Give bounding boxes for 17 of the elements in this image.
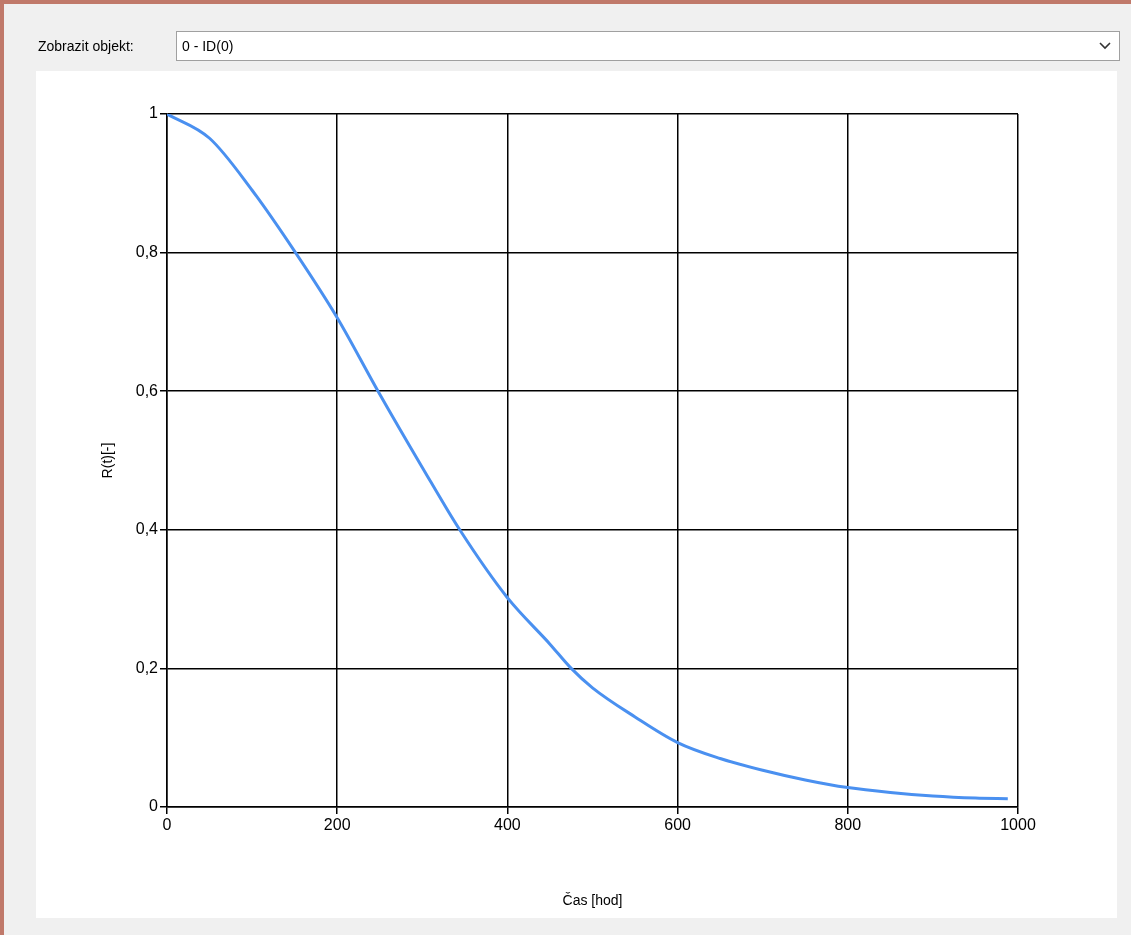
y-tick-label: 0 [149, 797, 159, 815]
y-axis-title: R(t)[-] [99, 442, 116, 479]
x-tick-label: 600 [664, 816, 692, 834]
y-tick-label: 1 [149, 104, 159, 122]
x-axis-title: Čas [hod] [562, 892, 623, 909]
y-tick-label: 0,2 [135, 658, 159, 676]
line-series [167, 114, 1010, 801]
x-tick-label: 400 [494, 816, 521, 834]
y-tick-label: 0,4 [135, 520, 159, 538]
text: Zobrazit objekt: [38, 38, 134, 54]
x-tick-label: 200 [323, 816, 351, 834]
x-tick-label: 0 [162, 816, 172, 834]
text: 0 - ID(0) [182, 38, 234, 54]
x-tick-label: 1000 [1000, 816, 1036, 834]
y-tick-label: 0,8 [135, 243, 159, 261]
y-tick-label: 0,6 [135, 381, 159, 399]
x-tick-label: 800 [834, 816, 862, 834]
